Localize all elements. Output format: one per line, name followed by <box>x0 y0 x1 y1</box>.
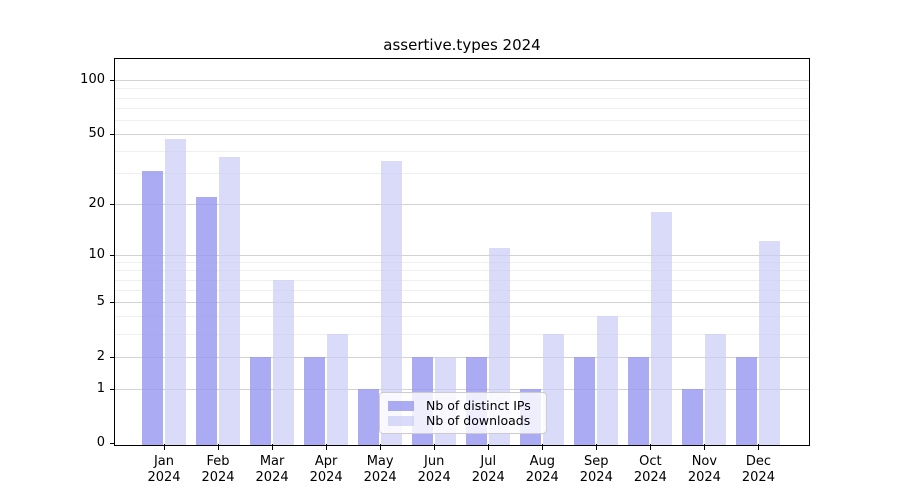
bar-distinct-ips-jan <box>142 170 163 445</box>
gridline-major <box>115 356 809 358</box>
y-axis-tick-label: 20 <box>88 195 105 211</box>
gridline-minor <box>115 270 809 272</box>
bar-distinct-ips-sep <box>574 356 596 445</box>
x-axis-tick-mark <box>649 444 652 450</box>
x-axis-tick-label: Apr 2024 <box>309 454 343 485</box>
x-axis-tick-mark <box>325 444 327 450</box>
gridline-minor <box>115 173 809 175</box>
legend-swatch-distinct-ips <box>388 401 414 411</box>
legend-label-downloads: Nb of downloads <box>426 413 531 428</box>
bar-distinct-ips-may <box>358 388 380 445</box>
x-axis-tick-label: Aug 2024 <box>525 454 559 485</box>
y-axis-tick-mark <box>110 443 115 445</box>
x-axis-tick-label: Jun 2024 <box>417 454 451 485</box>
gridline-major <box>115 388 809 390</box>
x-axis-tick-label: May 2024 <box>363 454 397 485</box>
x-axis-tick-mark <box>433 444 435 450</box>
bar-downloads-nov <box>705 334 727 445</box>
bar-distinct-ips-nov <box>682 388 704 445</box>
y-axis-tick-mark <box>110 356 115 358</box>
bar-distinct-ips-mar <box>250 356 272 445</box>
x-axis-tick-mark <box>595 444 597 450</box>
y-axis-tick-mark <box>110 302 115 304</box>
bar-downloads-oct <box>651 211 673 445</box>
x-axis-tick-label: Dec 2024 <box>741 454 775 485</box>
x-axis-tick-label: Mar 2024 <box>255 454 289 485</box>
gridline-minor <box>115 151 809 153</box>
plot-area: Nb of distinct IPs Nb of downloads 0 1 2 5 1… <box>80 58 810 485</box>
gridline-major <box>115 133 809 135</box>
y-axis-tick-label: 5 <box>96 294 105 310</box>
bar-downloads-apr <box>327 334 349 445</box>
gridline-major <box>115 80 809 82</box>
gridline-minor <box>115 262 809 263</box>
x-axis-tick-mark <box>271 444 273 450</box>
chart-title: assertive.types 2024 <box>383 36 541 54</box>
y-axis-tick-label: 50 <box>88 125 105 141</box>
bar-downloads-dec <box>759 241 781 445</box>
gridline-minor <box>115 316 809 318</box>
y-axis-tick-label: 10 <box>88 246 105 262</box>
gridline-major <box>115 302 809 304</box>
bar-downloads-sep <box>597 316 619 445</box>
x-axis-tick-mark <box>703 444 706 450</box>
gridline-minor <box>115 88 809 90</box>
legend: Nb of distinct IPs Nb of downloads <box>379 392 547 434</box>
bar-distinct-ips-apr <box>304 356 326 445</box>
legend-label-distinct-ips: Nb of distinct IPs <box>426 398 531 413</box>
y-axis-tick-label: 100 <box>80 72 105 88</box>
x-axis-tick-mark <box>487 444 489 450</box>
y-axis-tick-mark <box>110 254 115 256</box>
bar-distinct-ips-dec <box>736 356 758 445</box>
bar-downloads-jan <box>165 138 186 445</box>
x-axis-tick-label: Jan 2024 <box>147 454 181 485</box>
y-axis-tick-label: 2 <box>96 348 105 364</box>
x-axis-tick-mark <box>217 444 219 450</box>
gridline-minor <box>115 97 809 99</box>
bar-downloads-mar <box>273 279 295 445</box>
gridline-minor <box>115 290 809 292</box>
x-axis-tick-label: Oct 2024 <box>633 454 667 485</box>
y-axis-tick-mark <box>110 133 115 136</box>
x-axis-tick-mark <box>379 444 381 450</box>
gridline-major <box>115 254 809 256</box>
legend-swatch-downloads <box>388 416 414 426</box>
x-axis-tick-label: Sep 2024 <box>579 454 613 485</box>
y-axis-tick-mark <box>110 388 115 390</box>
x-axis-tick-label: Jul 2024 <box>471 454 505 485</box>
bar-downloads-feb <box>219 157 241 445</box>
x-axis-tick-label: Feb 2024 <box>201 454 235 485</box>
x-axis-tick-label: Nov 2024 <box>687 454 721 485</box>
gridline-minor <box>115 279 809 281</box>
bar-distinct-ips-oct <box>628 356 650 445</box>
bar-downloads-may <box>381 161 403 445</box>
x-axis-tick-mark <box>757 444 760 450</box>
gridline-minor <box>115 119 809 121</box>
x-axis-tick-mark <box>541 444 543 450</box>
bar-distinct-ips-feb <box>196 196 218 445</box>
legend-item-downloads: Nb of downloads <box>388 414 538 428</box>
x-axis-tick-mark <box>163 444 165 450</box>
y-axis-tick-mark <box>110 203 115 205</box>
gridline-minor <box>115 107 809 109</box>
bar-downloads-aug <box>543 334 565 445</box>
gridline-minor <box>115 334 809 336</box>
gridline-major <box>115 203 809 205</box>
y-axis-tick-mark <box>110 80 115 82</box>
y-axis-tick-label: 1 <box>96 380 105 396</box>
y-axis-tick-label: 0 <box>96 435 105 450</box>
legend-item-distinct-ips: Nb of distinct IPs <box>388 399 538 413</box>
